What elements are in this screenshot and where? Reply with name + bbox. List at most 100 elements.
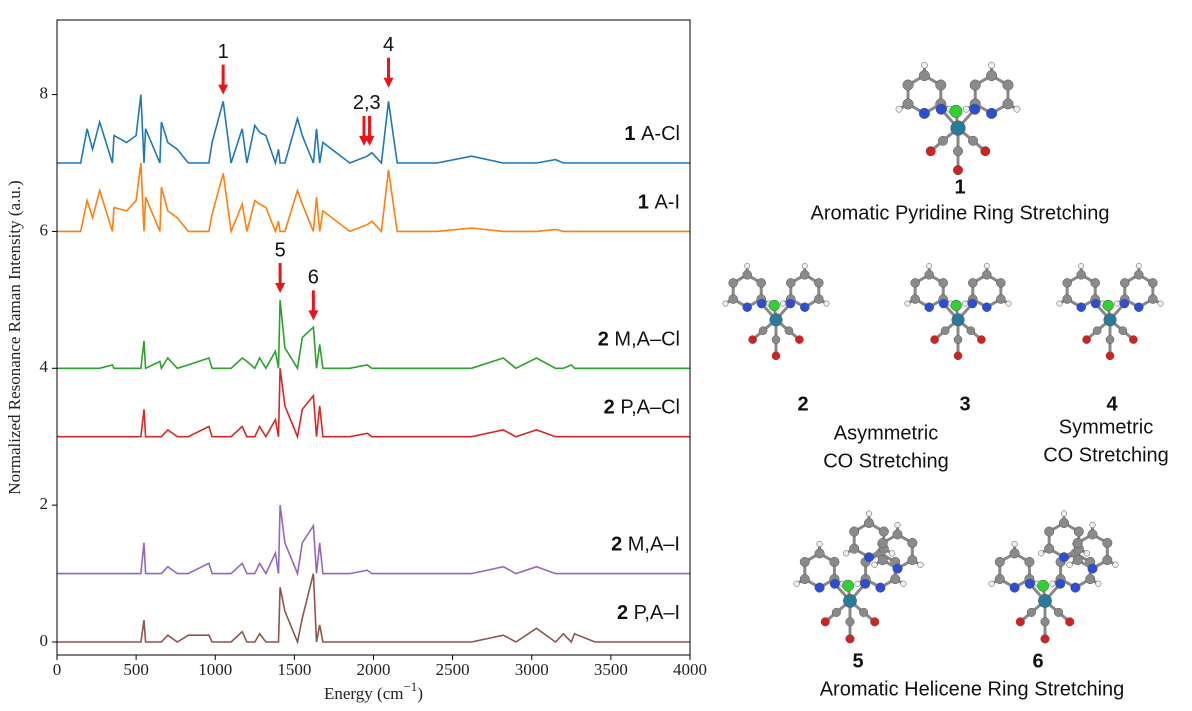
- atom: [745, 263, 750, 268]
- atom: [986, 70, 997, 81]
- atom: [931, 336, 939, 344]
- atom: [824, 301, 829, 306]
- atom: [921, 62, 927, 68]
- atom: [1120, 278, 1129, 287]
- atom: [723, 301, 728, 306]
- series-name: M,A–Cl: [614, 329, 680, 351]
- atom: [936, 80, 947, 91]
- mode-label: 4: [1106, 393, 1118, 415]
- atom: [1103, 300, 1114, 311]
- series-compound: 2: [617, 602, 628, 624]
- annotation-arrowhead: [384, 78, 394, 88]
- atom: [772, 336, 780, 344]
- annotation-arrowhead: [218, 85, 228, 95]
- atom: [743, 303, 752, 312]
- atom: [941, 327, 949, 335]
- atom: [879, 527, 889, 537]
- atom: [911, 295, 920, 304]
- atom: [860, 579, 870, 589]
- atom: [951, 121, 966, 136]
- atom: [855, 581, 861, 587]
- atom: [1006, 301, 1011, 306]
- atom: [1074, 527, 1084, 537]
- mode-label: 5: [852, 650, 863, 672]
- atom: [1041, 618, 1050, 627]
- atom: [951, 300, 962, 311]
- atom: [832, 608, 841, 617]
- figure: 05001000150020002500300035004000024681 A…: [0, 0, 1192, 711]
- series-compound: 2: [604, 397, 615, 419]
- atom: [1027, 608, 1036, 617]
- spectrum-line: [57, 368, 690, 436]
- atom: [988, 62, 994, 68]
- atom: [830, 557, 840, 567]
- atom: [982, 270, 991, 279]
- atom: [893, 530, 903, 540]
- atom: [1090, 522, 1096, 528]
- atom: [757, 278, 766, 287]
- y-tick-label: 8: [40, 83, 49, 102]
- atom: [895, 522, 901, 528]
- atom: [786, 278, 795, 287]
- series-name: P,A–I: [634, 602, 680, 624]
- atom: [1059, 518, 1069, 528]
- mode-description: CO Stretching: [1043, 444, 1169, 466]
- atom: [1096, 581, 1102, 587]
- atom: [968, 278, 977, 287]
- atom: [846, 635, 855, 644]
- atom: [936, 104, 947, 115]
- atom: [967, 327, 975, 335]
- atom: [876, 583, 886, 593]
- atom: [780, 301, 785, 306]
- atom: [1077, 303, 1086, 312]
- atom: [908, 555, 918, 565]
- series-label: 2 M,A–Cl: [598, 329, 680, 351]
- atom: [903, 99, 914, 110]
- atom: [1093, 327, 1101, 335]
- atom: [759, 327, 767, 335]
- atom: [1010, 583, 1020, 593]
- atom: [963, 106, 969, 112]
- atom: [843, 594, 856, 607]
- x-tick-label: 3000: [515, 660, 549, 679]
- atom: [1010, 549, 1020, 559]
- atom: [952, 314, 965, 327]
- atom: [1103, 538, 1113, 548]
- atom: [893, 564, 903, 574]
- spectrum-line: [57, 505, 690, 573]
- atom: [800, 303, 809, 312]
- atom: [911, 278, 920, 287]
- annotation-arrowhead: [275, 283, 285, 293]
- atom: [1003, 80, 1014, 91]
- mode-label: 2: [797, 393, 808, 415]
- series-compound: 1: [624, 123, 635, 145]
- x-label-close: ): [417, 684, 423, 703]
- atom: [1065, 618, 1074, 627]
- mode-description: Aromatic Pyridine Ring Stretching: [810, 202, 1109, 224]
- atom: [830, 579, 840, 589]
- x-label-text: Energy (cm: [324, 684, 403, 703]
- atom: [821, 618, 830, 627]
- x-tick-label: 0: [53, 660, 62, 679]
- atom: [982, 303, 991, 312]
- atom: [996, 295, 1005, 304]
- y-tick-label: 0: [40, 631, 49, 650]
- atom: [1014, 106, 1020, 112]
- series-compound: 2: [598, 329, 609, 351]
- atom: [878, 538, 888, 548]
- atom: [859, 608, 868, 617]
- atom: [995, 574, 1005, 584]
- series-compound: 2: [611, 534, 622, 556]
- atom: [1079, 263, 1084, 268]
- atom: [954, 352, 962, 360]
- atom: [968, 299, 977, 308]
- atom: [925, 270, 934, 279]
- atom: [800, 557, 810, 567]
- series-label: 2 P,A–Cl: [604, 397, 680, 419]
- atom: [939, 278, 948, 287]
- series-name: P,A–Cl: [620, 397, 680, 419]
- atom: [729, 295, 738, 304]
- atom: [1067, 562, 1073, 568]
- mode-description: Symmetric: [1059, 416, 1153, 438]
- mode-label: 3: [959, 393, 970, 415]
